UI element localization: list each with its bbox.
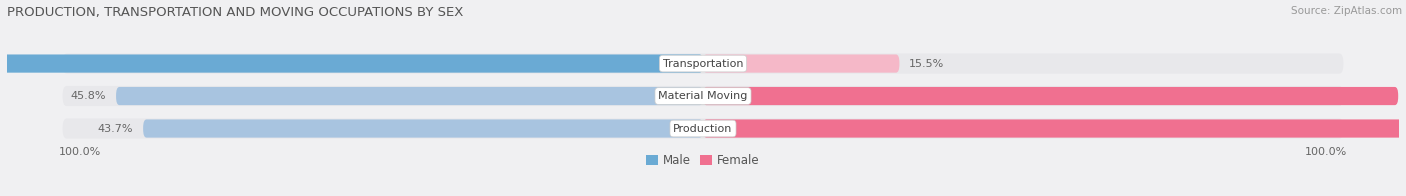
FancyBboxPatch shape — [143, 119, 703, 138]
FancyBboxPatch shape — [703, 54, 900, 73]
Text: Material Moving: Material Moving — [658, 91, 748, 101]
Text: 45.8%: 45.8% — [70, 91, 107, 101]
FancyBboxPatch shape — [63, 118, 1343, 139]
Text: 100.0%: 100.0% — [1305, 147, 1347, 157]
FancyBboxPatch shape — [117, 87, 703, 105]
FancyBboxPatch shape — [703, 87, 1398, 105]
Text: 43.7%: 43.7% — [98, 123, 134, 133]
Text: Transportation: Transportation — [662, 59, 744, 69]
Text: Source: ZipAtlas.com: Source: ZipAtlas.com — [1291, 6, 1402, 16]
FancyBboxPatch shape — [0, 54, 703, 73]
FancyBboxPatch shape — [703, 119, 1406, 138]
Text: PRODUCTION, TRANSPORTATION AND MOVING OCCUPATIONS BY SEX: PRODUCTION, TRANSPORTATION AND MOVING OC… — [7, 6, 464, 19]
Text: 100.0%: 100.0% — [59, 147, 101, 157]
FancyBboxPatch shape — [63, 86, 1343, 106]
FancyBboxPatch shape — [63, 54, 1343, 74]
Legend: Male, Female: Male, Female — [647, 154, 759, 167]
Text: 15.5%: 15.5% — [910, 59, 945, 69]
Text: Production: Production — [673, 123, 733, 133]
